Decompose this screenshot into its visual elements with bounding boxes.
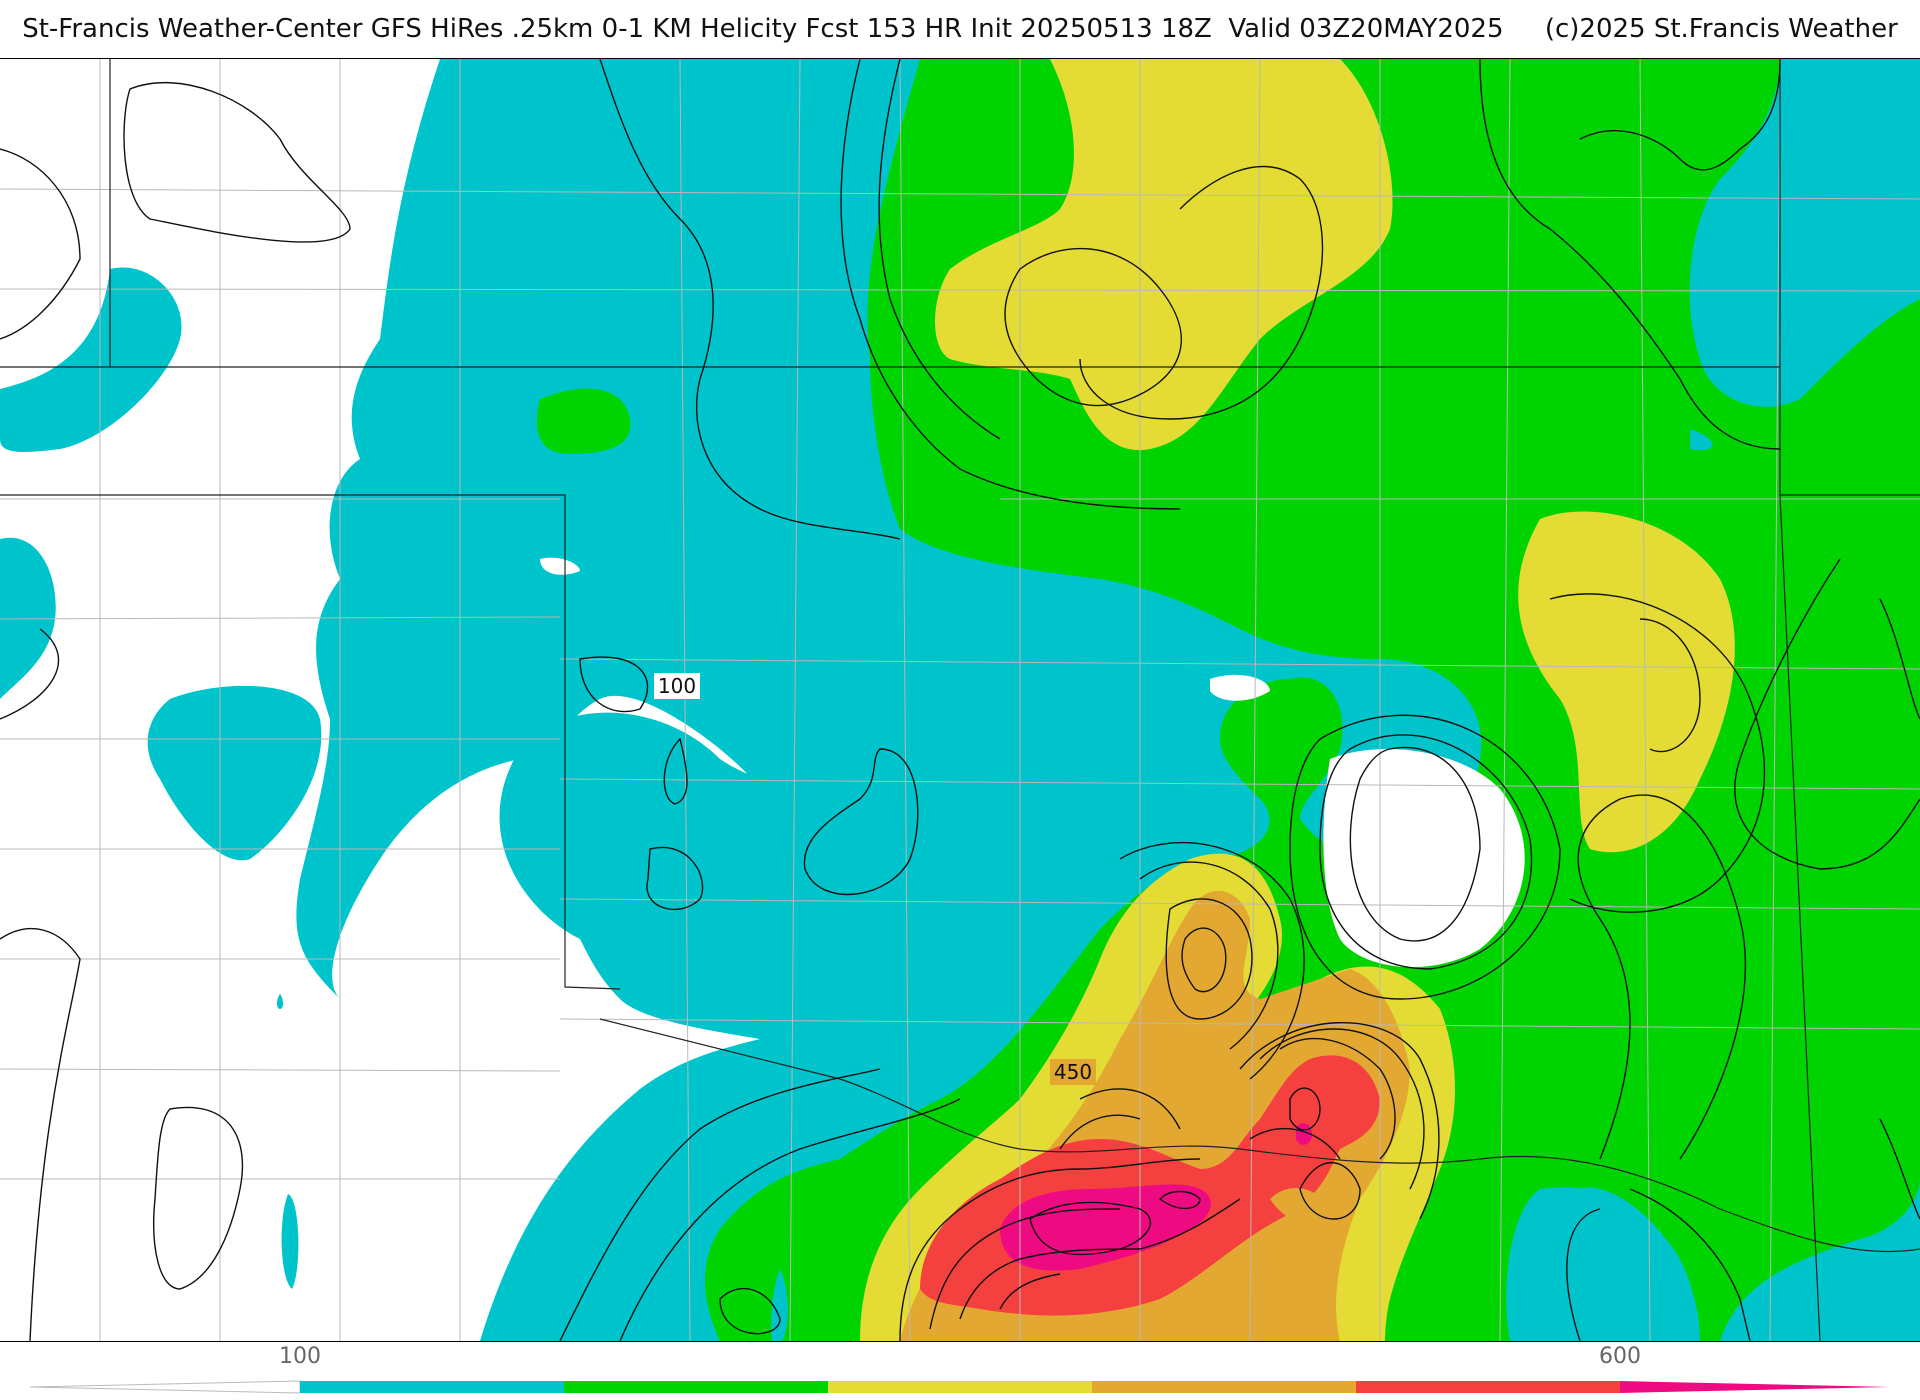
- colorbar-bin: [300, 1381, 564, 1393]
- helicity-blob-green: [536, 388, 631, 454]
- contour-label: 100: [658, 674, 696, 698]
- helicity-blob-cyan: [1540, 59, 1920, 407]
- helicity-map: 100 450: [0, 58, 1920, 1342]
- colorbar-tick-label: 600: [1599, 1344, 1641, 1369]
- colorbar-bin: [564, 1381, 828, 1393]
- colorbar-bin: [29, 1380, 301, 1394]
- helicity-band-yellow: [935, 59, 1393, 451]
- helicity-band-green: [705, 59, 1920, 1341]
- colorbar-bin: [1092, 1381, 1356, 1393]
- helicity-blob-cyan: [1690, 429, 1713, 450]
- colorbar-bin: [1356, 1381, 1620, 1393]
- colorbar-bin: [1620, 1381, 1890, 1393]
- map-title: St-Francis Weather-Center GFS HiRes .25k…: [22, 14, 1898, 44]
- helicity-blob-cyan: [0, 537, 56, 699]
- county-borders: [0, 59, 1920, 1341]
- state-borders: [0, 59, 1920, 1341]
- helicity-blob-cyan: [277, 994, 283, 1009]
- helicity-blob-cyan: [1506, 1187, 1700, 1341]
- colorbar-tick-label: 100: [279, 1344, 321, 1369]
- helicity-blob-cyan: [147, 685, 322, 861]
- helicity-blob-cyan: [281, 1194, 299, 1289]
- helicity-band-yellow: [1518, 511, 1735, 853]
- helicity-blob-cyan: [0, 267, 182, 452]
- helicity-blob-cyan: [771, 1269, 788, 1341]
- colorbar-legend: [29, 1380, 1890, 1394]
- colorbar-bin: [828, 1381, 1092, 1393]
- contour-label: 450: [1054, 1060, 1092, 1084]
- helicity-blob-white: [540, 557, 580, 575]
- helicity-band-orange: [1270, 1188, 1330, 1223]
- helicity-contours: [0, 59, 1920, 1341]
- helicity-blob-white: [1323, 749, 1525, 968]
